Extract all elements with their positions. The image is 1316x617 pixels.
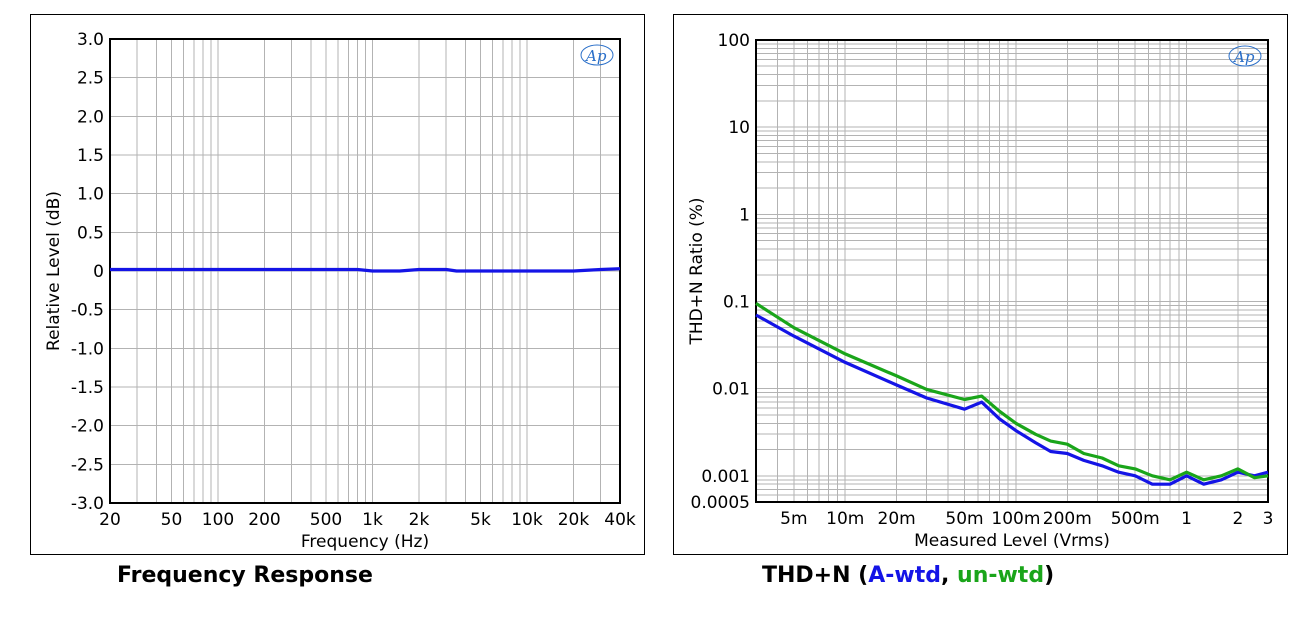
x-tick-label: 20m bbox=[878, 509, 916, 529]
x-tick-label: 100m bbox=[991, 509, 1040, 529]
x-tick-label: 10m bbox=[826, 509, 864, 529]
y-tick-label: 1.5 bbox=[77, 146, 104, 166]
x-tick-label: 5k bbox=[470, 510, 491, 530]
x-tick-label: 100 bbox=[202, 510, 234, 530]
thdn-caption-suffix: ) bbox=[1044, 563, 1055, 588]
x-tick-label: 1k bbox=[362, 510, 383, 530]
plot-frame bbox=[755, 39, 1269, 503]
a-wtd-legend-label: A-wtd bbox=[868, 563, 941, 588]
y-tick-label: 10 bbox=[728, 118, 750, 138]
y-tick-label: -3.0 bbox=[71, 494, 104, 514]
frequency-response-caption: Frequency Response bbox=[117, 563, 373, 588]
y-tick-label: 3.0 bbox=[77, 30, 104, 50]
x-tick-label: 500m bbox=[1111, 509, 1160, 529]
un-wtd-legend-label: un-wtd bbox=[957, 563, 1045, 588]
y-tick-label: 0.0005 bbox=[691, 493, 750, 513]
y-tick-label: -2.0 bbox=[71, 417, 104, 437]
thdn-caption-prefix: THD+N ( bbox=[762, 563, 869, 588]
ap-logo-ring bbox=[1228, 45, 1262, 67]
x-axis-label: Measured Level (Vrms) bbox=[914, 531, 1110, 551]
x-tick-label: 1 bbox=[1181, 509, 1192, 529]
frequency-response-panel: 3.0 2.5 2.0 1.5 1.0 0.5 0 -0.5 -1.0 -1.5 -2.0 -2.5 -… bbox=[30, 14, 645, 555]
y-tick-label: 2.5 bbox=[77, 69, 104, 89]
y-axis-label: Relative Level (dB) bbox=[44, 191, 64, 351]
y-tick-label: 1 bbox=[739, 205, 750, 225]
ap-logo: Ap bbox=[1232, 48, 1255, 66]
frequency-response-chart: 3.0 2.5 2.0 1.5 1.0 0.5 0 -0.5 -1.0 -1.5 -2.0 -2.5 -… bbox=[44, 30, 636, 552]
x-tick-label: 500 bbox=[310, 510, 342, 530]
thdn-caption-separator: , bbox=[941, 563, 958, 588]
y-tick-label: -1.0 bbox=[71, 339, 104, 359]
x-tick-label: 5m bbox=[780, 509, 807, 529]
y-tick-label: 0 bbox=[93, 262, 104, 282]
x-tick-label: 200 bbox=[248, 510, 280, 530]
y-tick-label: -0.5 bbox=[71, 301, 104, 321]
x-tick-label: 2 bbox=[1233, 509, 1244, 529]
x-tick-label: 50m bbox=[945, 509, 983, 529]
frequency-response-line bbox=[110, 267, 621, 273]
un-wtd-line bbox=[755, 302, 1269, 482]
x-tick-label: 40k bbox=[604, 510, 636, 530]
x-tick-label: 50 bbox=[161, 510, 183, 530]
x-tick-label: 200m bbox=[1043, 509, 1092, 529]
x-tick-label: 20k bbox=[558, 510, 590, 530]
y-tick-label: 0.5 bbox=[77, 223, 104, 243]
y-tick-label: 100 bbox=[718, 31, 750, 51]
y-tick-label: 0.1 bbox=[723, 292, 750, 312]
x-tick-label: 2k bbox=[409, 510, 430, 530]
x-tick-label: 3 bbox=[1263, 509, 1274, 529]
y-tick-label: -2.5 bbox=[71, 455, 104, 475]
x-tick-label: 20 bbox=[99, 510, 121, 530]
y-tick-label: 0.001 bbox=[701, 467, 750, 487]
y-tick-label: -1.5 bbox=[71, 378, 104, 398]
ap-logo: Ap bbox=[584, 47, 607, 65]
y-tick-label: 0.01 bbox=[712, 380, 750, 400]
y-tick-label: 1.0 bbox=[77, 185, 104, 205]
x-axis-label: Frequency (Hz) bbox=[301, 532, 429, 552]
a-wtd-line bbox=[755, 313, 1269, 486]
y-axis-label: THD+N Ratio (%) bbox=[687, 197, 707, 345]
x-tick-label: 10k bbox=[511, 510, 543, 530]
thdn-caption: THD+N (A-wtd, un-wtd) bbox=[762, 563, 1054, 588]
thdn-panel: 100 10 1 0.1 0.01 0.001 0.0005 5m 10m 20m 50m 100m 2… bbox=[673, 14, 1288, 555]
ap-logo-ring bbox=[580, 44, 614, 66]
y-tick-label: 2.0 bbox=[77, 107, 104, 127]
